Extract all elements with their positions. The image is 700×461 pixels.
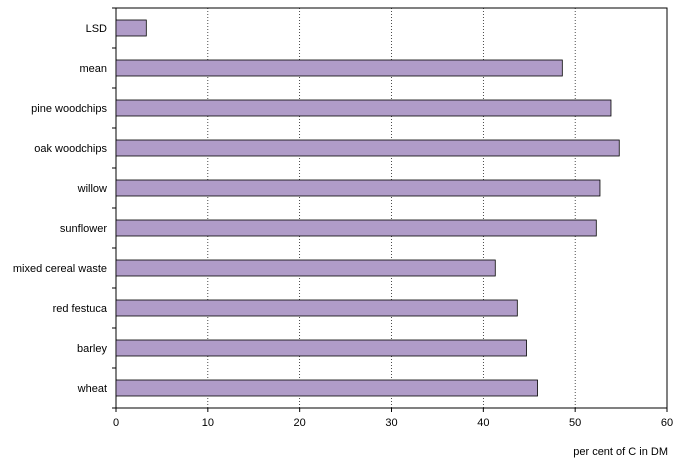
bar [115, 59, 563, 77]
x-tick-label: 20 [294, 417, 306, 429]
x-tick-label: 40 [477, 417, 489, 429]
category-label: pine woodchips [31, 103, 107, 115]
bar [115, 219, 597, 237]
category-label: red festuca [53, 303, 108, 315]
bar [115, 339, 527, 357]
category-labels: LSD mean pine woodchips oak woodchips willow… [13, 23, 108, 395]
bar [115, 99, 612, 117]
bar [115, 139, 620, 157]
category-label: barley [77, 343, 107, 355]
x-axis-label: per cent of C in DM [573, 446, 668, 458]
x-tick-label: 50 [569, 417, 581, 429]
bar [115, 379, 538, 397]
category-label: sunflower [60, 223, 107, 235]
bar [115, 179, 601, 197]
x-tick-label: 0 [113, 417, 119, 429]
category-label: oak woodchips [34, 143, 107, 155]
x-tick-label: 60 [661, 417, 673, 429]
bar [115, 19, 147, 37]
category-label: willow [77, 183, 107, 195]
category-label: LSD [86, 23, 107, 35]
bars [115, 19, 620, 397]
x-tick-label: 30 [385, 417, 397, 429]
bar [115, 299, 518, 317]
bar [115, 259, 496, 277]
category-label: mean [79, 63, 107, 75]
x-tick-label: 10 [202, 417, 214, 429]
x-axis-ticks: 0 10 20 30 40 50 60 [112, 7, 673, 429]
category-label: mixed cereal waste [13, 263, 107, 275]
category-label: wheat [77, 383, 107, 395]
